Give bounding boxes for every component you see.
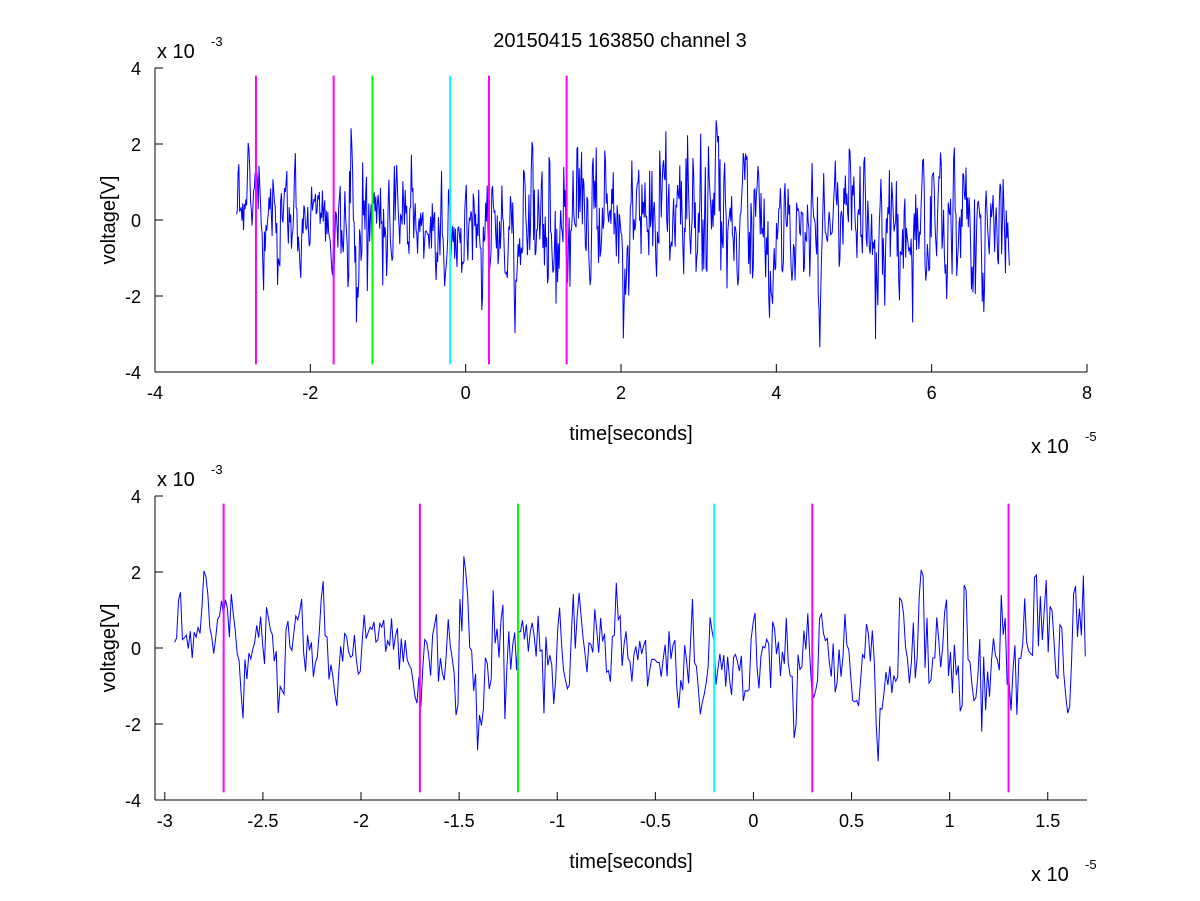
y-multiplier-exponent: -3 [211,462,223,477]
plot-bottom: -3 -2.5 -2 -1.5 -1 -0.5 0 0.5 1 1.5 -4 -2 0 2 4 time[se… [98,462,1097,886]
y-tick-label: -2 [125,715,141,735]
y-tick-label: 4 [131,487,141,507]
x-tick-label: 8 [1082,383,1092,403]
x-multiplier-exponent: -5 [1085,857,1097,872]
x-tick-label: 6 [927,383,937,403]
plot-top: -4 -2 0 2 4 6 8 -4 -2 0 2 4 time[seconds] voltage[V] x… [98,34,1097,458]
y-axis-title: voltage[V] [98,176,120,265]
y-tick-label: 2 [131,563,141,583]
y-multiplier-label: x 10 [157,469,195,491]
x-tick-label: 0 [461,383,471,403]
y-multiplier-exponent: -3 [211,34,223,49]
x-tick-label: 1 [945,811,955,831]
x-tick-label: -1.5 [444,811,475,831]
y-tick-label: 0 [131,639,141,659]
x-tick-label: -3 [157,811,173,831]
x-multiplier-exponent: -5 [1085,429,1097,444]
x-multiplier-label: x 10 [1031,436,1069,458]
y-tick-label: -2 [125,287,141,307]
x-tick-label: 4 [771,383,781,403]
chart-title: 20150415 163850 channel 3 [493,30,747,52]
x-multiplier-label: x 10 [1031,864,1069,886]
x-tick-label: -1 [549,811,565,831]
x-tick-label: 1.5 [1035,811,1060,831]
x-tick-label: -4 [147,383,163,403]
x-axis-title: time[seconds] [569,851,692,873]
y-tick-label: -4 [125,791,141,811]
x-tick-label: -2 [302,383,318,403]
y-multiplier-label: x 10 [157,41,195,63]
x-tick-label: 0 [748,811,758,831]
y-tick-label: 2 [131,135,141,155]
y-tick-label: -4 [125,363,141,383]
signal-series-line [174,556,1086,762]
x-axis-title: time[seconds] [569,423,692,445]
x-tick-label: -2.5 [247,811,278,831]
x-tick-label: 0.5 [839,811,864,831]
x-tick-label: 2 [616,383,626,403]
signal-series-line [236,120,1010,348]
x-tick-label: -2 [353,811,369,831]
y-axis-title: voltage[V] [98,604,120,693]
y-tick-label: 0 [131,211,141,231]
x-tick-label: -0.5 [640,811,671,831]
y-tick-label: 4 [131,59,141,79]
